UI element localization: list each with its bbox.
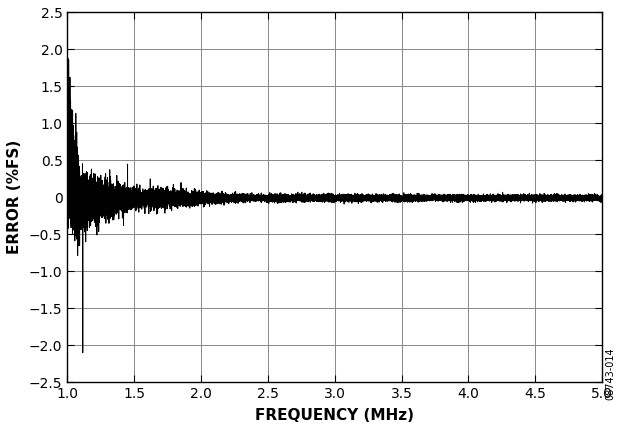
X-axis label: FREQUENCY (MHz): FREQUENCY (MHz) bbox=[255, 408, 414, 423]
Text: 08743-014: 08743-014 bbox=[606, 347, 616, 400]
Y-axis label: ERROR (%FS): ERROR (%FS) bbox=[7, 140, 22, 255]
